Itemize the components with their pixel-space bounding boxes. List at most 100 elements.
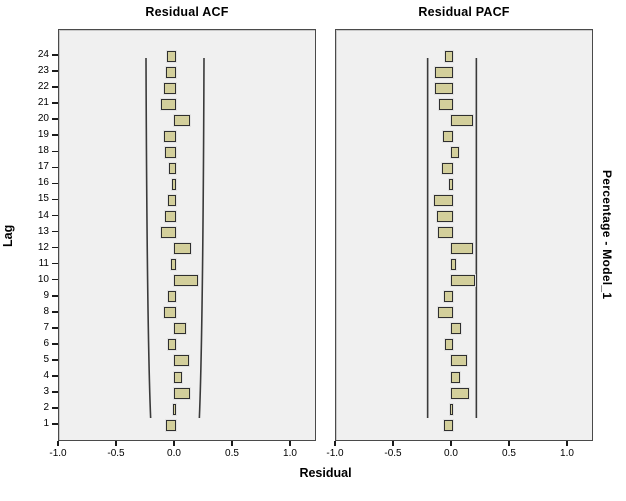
acf-x-tick-label: -1.0 xyxy=(49,448,67,459)
lag-tick-label-16: 16 xyxy=(37,177,49,189)
lag-tick-mark xyxy=(52,182,58,185)
lag-tick-label-19: 19 xyxy=(37,129,49,141)
lag-tick-label-6: 6 xyxy=(43,337,49,349)
pacf-bar-lag-1 xyxy=(444,419,453,431)
pacf-x-tick-label: -1.0 xyxy=(326,448,344,459)
pacf-x-tick-mark xyxy=(566,441,568,446)
acf-bar-lag-12 xyxy=(174,243,192,255)
lag-tick-mark xyxy=(52,246,58,249)
acf-panel xyxy=(58,29,316,441)
pacf-bar-lag-8 xyxy=(438,307,453,319)
lag-tick-mark xyxy=(52,134,58,137)
acf-x-tick-mark xyxy=(231,441,233,446)
pacf-bar-lag-14 xyxy=(437,211,453,222)
pacf-x-tick-label: -0.5 xyxy=(384,448,402,459)
pacf-bar-lag-15 xyxy=(433,194,453,206)
acf-bar-lag-24 xyxy=(167,50,176,62)
acf-bar-lag-18 xyxy=(164,146,176,158)
lag-tick-mark xyxy=(52,343,58,345)
acf-bar-lag-3 xyxy=(174,387,190,399)
acf-ci-right-line xyxy=(198,57,205,419)
acf-bar-lag-5 xyxy=(174,355,189,367)
pacf-bar-lag-7 xyxy=(451,323,462,335)
lag-tick-label-8: 8 xyxy=(43,305,49,317)
lag-tick-mark xyxy=(52,118,58,120)
acf-bar-lag-14 xyxy=(165,211,176,222)
acf-x-tick-label: -0.5 xyxy=(107,448,125,459)
acf-bar-lag-21 xyxy=(161,98,176,110)
lag-tick-mark xyxy=(52,423,58,425)
pacf-bar-lag-17 xyxy=(441,162,453,174)
pacf-bar-lag-10 xyxy=(451,275,476,287)
lag-tick-label-9: 9 xyxy=(43,289,49,301)
acf-bar-lag-19 xyxy=(163,130,176,142)
pacf-bar-lag-22 xyxy=(434,82,453,94)
acf-bar-lag-8 xyxy=(163,307,176,319)
acf-bar-lag-6 xyxy=(168,339,176,351)
lag-tick-label-23: 23 xyxy=(37,65,49,77)
pacf-bar-lag-18 xyxy=(451,146,459,158)
pacf-bar-lag-6 xyxy=(445,339,453,351)
x-axis-title: Residual xyxy=(299,466,352,480)
pacf-bar-lag-5 xyxy=(451,355,467,367)
acf-bar-lag-10 xyxy=(174,275,199,287)
acf-bar-lag-9 xyxy=(167,291,176,303)
lag-tick-label-10: 10 xyxy=(37,273,49,285)
pacf-bar-lag-3 xyxy=(451,387,470,399)
lag-tick-label-5: 5 xyxy=(43,353,49,365)
pacf-x-tick-label: 1.0 xyxy=(560,448,574,459)
lag-tick-label-22: 22 xyxy=(37,81,49,93)
pacf-bar-lag-19 xyxy=(442,130,453,142)
lag-tick-mark xyxy=(52,102,58,104)
acf-x-tick-mark xyxy=(57,441,59,446)
acf-title: Residual ACF xyxy=(145,5,229,19)
pacf-bar-lag-21 xyxy=(439,98,453,110)
lag-tick-mark xyxy=(52,311,58,313)
lag-tick-label-20: 20 xyxy=(37,113,49,125)
pacf-bar-lag-2 xyxy=(449,403,453,415)
acf-bar-lag-2 xyxy=(172,403,176,415)
pacf-bar-lag-13 xyxy=(437,227,453,239)
lag-tick-mark xyxy=(52,54,58,56)
pacf-bar-lag-9 xyxy=(444,291,453,303)
lag-tick-label-3: 3 xyxy=(43,386,49,398)
lag-tick-mark xyxy=(52,198,58,201)
pacf-x-tick-mark xyxy=(508,441,510,446)
acf-bar-lag-17 xyxy=(168,162,176,174)
pacf-bar-lag-11 xyxy=(451,259,457,271)
lag-tick-mark xyxy=(52,327,58,329)
acf-bar-lag-16 xyxy=(172,178,176,190)
lag-tick-mark xyxy=(52,150,58,153)
y-axis-title: Lag xyxy=(1,224,15,248)
pacf-x-tick-mark xyxy=(450,441,452,446)
acf-bar-lag-4 xyxy=(174,371,182,383)
pacf-bar-lag-12 xyxy=(451,243,473,255)
acf-bar-lag-7 xyxy=(174,323,187,335)
pacf-bar-lag-23 xyxy=(434,66,453,78)
lag-tick-mark xyxy=(52,407,58,409)
acf-x-tick-mark xyxy=(289,441,291,446)
lag-tick-label-13: 13 xyxy=(37,225,49,237)
lag-tick-label-24: 24 xyxy=(37,49,49,60)
pacf-bar-lag-24 xyxy=(444,50,453,62)
pacf-plot-area xyxy=(336,30,592,440)
acf-x-tick-mark xyxy=(173,441,175,446)
lag-tick-mark xyxy=(52,359,58,361)
lag-tick-mark xyxy=(52,391,58,393)
pacf-x-tick-label: 0.5 xyxy=(502,448,516,459)
lag-tick-mark xyxy=(52,262,58,265)
lag-tick-mark xyxy=(52,278,58,281)
lag-tick-label-14: 14 xyxy=(37,209,49,221)
pacf-x-tick-mark xyxy=(334,441,336,446)
acf-x-tick-label: 0.5 xyxy=(225,448,239,459)
acf-ci-left-line xyxy=(145,57,152,419)
pacf-bar-lag-4 xyxy=(451,371,460,383)
acf-bar-lag-22 xyxy=(164,82,176,94)
acf-plot-area xyxy=(59,30,315,440)
lag-tick-label-11: 11 xyxy=(38,257,49,269)
lag-tick-mark xyxy=(52,70,58,72)
acf-bar-lag-20 xyxy=(174,114,190,126)
lag-tick-label-17: 17 xyxy=(37,161,49,173)
lag-tick-label-2: 2 xyxy=(43,402,49,414)
